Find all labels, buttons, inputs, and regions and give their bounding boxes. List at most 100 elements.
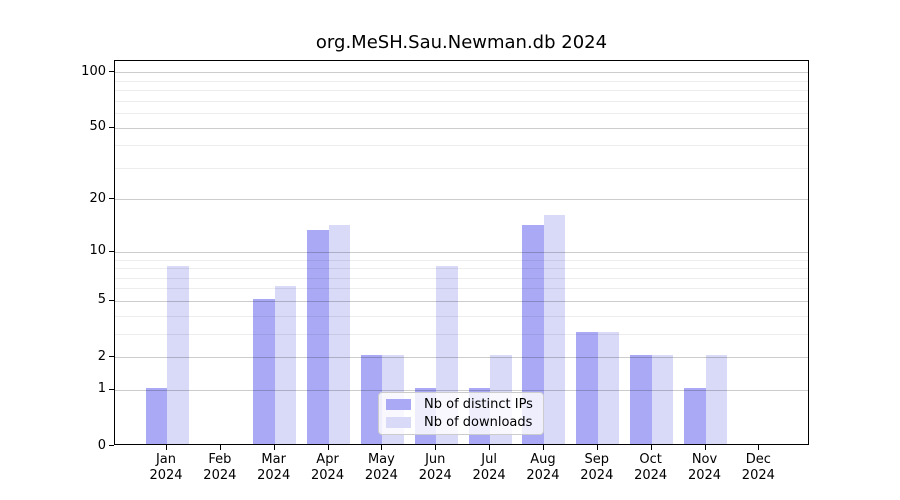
x-tick-label-oct: Oct 2024 <box>616 452 686 484</box>
x-tick-may <box>381 445 383 450</box>
x-tick-feb <box>219 445 221 450</box>
x-tick-label-mar: Mar 2024 <box>239 452 309 484</box>
y-tick-label-100: 100 <box>81 63 106 79</box>
y-tick-0 <box>109 445 114 446</box>
x-tick-year-jun: 2024 <box>418 468 452 483</box>
legend-item-distinct-ips: Nb of distinct IPs <box>386 397 536 412</box>
y-tick-label-20: 20 <box>89 190 106 206</box>
y-tick-1 <box>109 388 114 390</box>
minor-gridline-3 <box>115 333 808 335</box>
plot-area <box>114 60 809 445</box>
x-tick-year-dec: 2024 <box>741 468 775 483</box>
bar-aug-nb-of-distinct-ips <box>522 224 544 444</box>
bar-sep-nb-of-distinct-ips <box>576 331 598 444</box>
minor-gridline-40 <box>115 145 808 147</box>
chart-title: org.MeSH.Sau.Newman.db 2024 <box>315 32 608 53</box>
bar-aug-nb-of-downloads <box>543 214 566 444</box>
x-tick-jan <box>166 445 167 450</box>
minor-gridline-4 <box>115 315 808 317</box>
legend-swatch-downloads <box>386 417 411 428</box>
gridline-1 <box>115 389 808 391</box>
x-tick-month-mar: Mar <box>261 452 286 467</box>
x-tick-month-feb: Feb <box>208 452 232 467</box>
minor-gridline-8 <box>115 268 808 270</box>
y-tick-2 <box>109 356 114 358</box>
x-tick-year-jan: 2024 <box>149 468 183 483</box>
x-tick-month-jul: Jul <box>481 452 497 467</box>
minor-gridline-7 <box>115 277 808 279</box>
x-tick-year-jul: 2024 <box>472 468 506 483</box>
x-tick-label-feb: Feb 2024 <box>185 452 255 484</box>
legend: Nb of distinct IPs Nb of downloads <box>378 392 544 435</box>
legend-swatch-distinct-ips <box>386 399 411 410</box>
bar-mar-nb-of-distinct-ips <box>253 298 275 444</box>
x-tick-label-jan: Jan 2024 <box>131 452 201 484</box>
x-tick-jul <box>489 445 491 450</box>
x-tick-month-jan: Jan <box>155 452 177 467</box>
x-tick-label-apr: Apr 2024 <box>293 452 363 484</box>
x-tick-year-nov: 2024 <box>687 468 722 483</box>
y-tick-5 <box>109 299 114 301</box>
bar-mar-nb-of-downloads <box>274 286 297 444</box>
minor-gridline-70 <box>115 100 808 102</box>
x-tick-nov <box>704 445 706 450</box>
x-tick-year-oct: 2024 <box>634 468 668 483</box>
y-tick-50 <box>109 126 114 128</box>
x-tick-year-mar: 2024 <box>257 468 291 483</box>
x-tick-month-aug: Aug <box>530 452 556 467</box>
minor-gridline-60 <box>115 113 808 115</box>
x-tick-month-oct: Oct <box>639 452 662 467</box>
bar-nov-nb-of-distinct-ips <box>684 387 706 444</box>
x-tick-month-sep: Sep <box>584 452 610 467</box>
minor-gridline-90 <box>115 80 808 82</box>
x-tick-year-apr: 2024 <box>311 468 345 483</box>
bar-apr-nb-of-distinct-ips <box>307 230 329 444</box>
gridline-2 <box>115 357 808 359</box>
x-tick-oct <box>650 445 652 450</box>
y-tick-label-2: 2 <box>97 348 106 364</box>
bar-jan-nb-of-distinct-ips <box>145 387 167 444</box>
y-tick-label-1: 1 <box>97 381 106 397</box>
x-tick-mar <box>273 445 275 450</box>
y-tick-label-50: 50 <box>89 119 106 135</box>
bar-oct-nb-of-downloads <box>651 355 674 444</box>
y-tick-10 <box>109 250 114 252</box>
y-tick-label-5: 5 <box>97 292 106 308</box>
bar-oct-nb-of-distinct-ips <box>630 355 652 444</box>
x-tick-sep <box>596 445 598 450</box>
bar-nov-nb-of-downloads <box>705 355 727 444</box>
x-tick-label-dec: Dec 2024 <box>723 452 793 484</box>
minor-gridline-30 <box>115 167 808 169</box>
x-tick-dec <box>758 445 760 450</box>
x-tick-aug <box>542 445 544 450</box>
x-tick-year-sep: 2024 <box>580 468 614 483</box>
x-tick-label-sep: Sep 2024 <box>562 452 632 484</box>
bar-jan-nb-of-downloads <box>167 266 189 444</box>
x-tick-month-jun: Jun <box>425 452 446 467</box>
y-tick-20 <box>109 198 114 200</box>
y-tick-100 <box>109 71 114 73</box>
gridline-5 <box>115 300 808 302</box>
gridline-100 <box>115 72 808 74</box>
x-tick-year-may: 2024 <box>364 468 398 483</box>
legend-item-downloads: Nb of downloads <box>386 415 536 430</box>
y-tick-label-10: 10 <box>89 243 106 259</box>
y-tick-label-0: 0 <box>97 437 106 453</box>
gridline-20 <box>115 199 808 201</box>
gridline-10 <box>115 251 808 253</box>
gridline-50 <box>115 127 808 129</box>
x-tick-label-jul: Jul 2024 <box>454 452 524 484</box>
x-tick-apr <box>327 445 329 450</box>
minor-gridline-6 <box>115 288 808 290</box>
legend-label-distinct-ips: Nb of distinct IPs <box>424 397 533 412</box>
legend-label-downloads: Nb of downloads <box>424 415 533 430</box>
x-tick-month-dec: Dec <box>745 452 771 467</box>
x-tick-year-feb: 2024 <box>203 468 237 483</box>
x-tick-label-jun: Jun 2024 <box>400 452 470 484</box>
minor-gridline-80 <box>115 90 808 92</box>
x-tick-month-nov: Nov <box>691 452 718 467</box>
x-tick-label-aug: Aug 2024 <box>508 452 578 484</box>
x-tick-month-apr: Apr <box>316 452 339 467</box>
bar-may-nb-of-distinct-ips <box>360 355 383 444</box>
